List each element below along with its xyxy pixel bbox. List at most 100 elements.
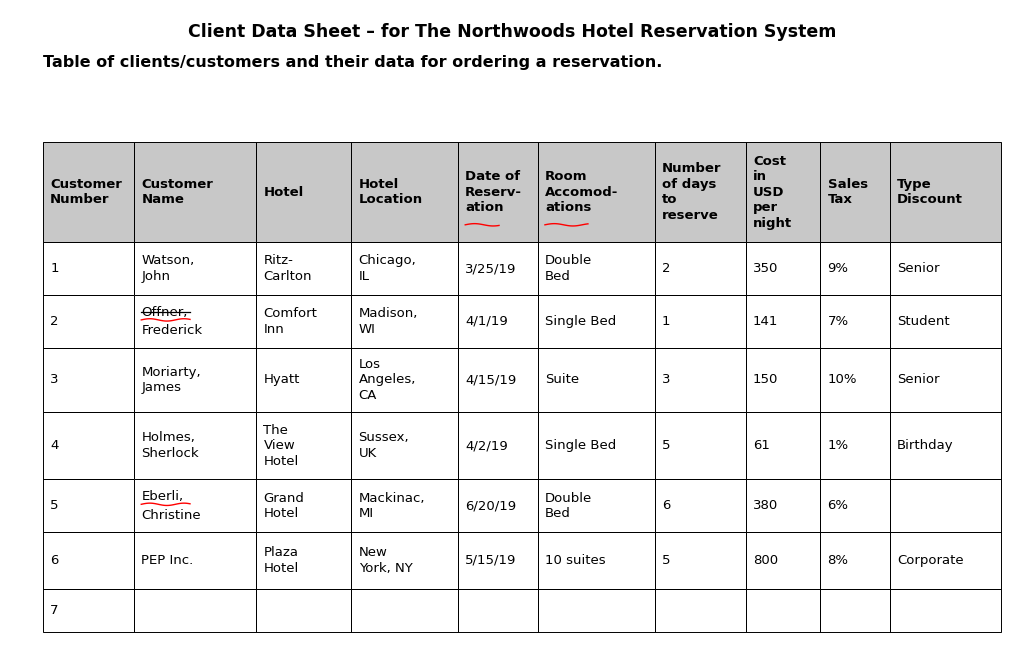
Text: Type
Discount: Type Discount <box>897 178 963 207</box>
Bar <box>351 589 458 632</box>
Text: PEP Inc.: PEP Inc. <box>141 554 194 567</box>
Bar <box>654 295 745 348</box>
Bar <box>820 589 890 632</box>
Text: 2: 2 <box>50 315 58 328</box>
Bar <box>43 142 134 242</box>
Text: Double
Bed: Double Bed <box>545 255 592 283</box>
Bar <box>351 589 458 632</box>
Text: Customer
Name: Customer Name <box>141 178 213 207</box>
Bar <box>538 589 654 632</box>
Bar <box>351 295 458 348</box>
Bar <box>820 479 890 532</box>
Text: 6: 6 <box>50 554 58 567</box>
Bar <box>43 479 134 532</box>
Text: 7: 7 <box>50 604 58 617</box>
Text: Mackinac,
MI: Mackinac, MI <box>358 492 425 520</box>
Text: 9%: 9% <box>827 262 849 275</box>
Bar <box>351 142 458 242</box>
Text: Suite: Suite <box>545 373 579 386</box>
Bar <box>890 479 1001 532</box>
Bar <box>43 348 134 412</box>
Bar <box>256 412 351 479</box>
Bar <box>458 412 538 479</box>
Bar <box>890 589 1001 632</box>
Bar <box>43 412 134 479</box>
Bar <box>890 242 1001 295</box>
Text: 141: 141 <box>753 315 778 328</box>
Bar <box>538 479 654 532</box>
Bar <box>890 295 1001 348</box>
Bar <box>351 532 458 589</box>
Bar <box>820 532 890 589</box>
Bar <box>458 295 538 348</box>
Bar <box>538 412 654 479</box>
Bar <box>256 242 351 295</box>
Bar <box>654 295 745 348</box>
Bar <box>134 479 256 532</box>
Bar <box>134 479 256 532</box>
Bar <box>820 142 890 242</box>
Bar <box>538 348 654 412</box>
Bar <box>538 142 654 242</box>
Bar <box>654 412 745 479</box>
Bar <box>256 479 351 532</box>
Bar <box>43 295 134 348</box>
Bar <box>351 295 458 348</box>
Bar <box>538 412 654 479</box>
Text: Ritz-
Carlton: Ritz- Carlton <box>263 255 312 283</box>
Text: 1: 1 <box>662 315 671 328</box>
Bar <box>134 242 256 295</box>
Text: The
View
Hotel: The View Hotel <box>263 424 299 468</box>
Text: Hotel: Hotel <box>263 186 304 199</box>
Bar <box>820 242 890 295</box>
Bar <box>256 348 351 412</box>
Bar <box>890 348 1001 412</box>
Bar <box>458 532 538 589</box>
Bar <box>351 532 458 589</box>
Text: Sussex,
UK: Sussex, UK <box>358 432 410 460</box>
Text: New
York, NY: New York, NY <box>358 547 413 575</box>
Bar <box>890 412 1001 479</box>
Text: Grand
Hotel: Grand Hotel <box>263 492 304 520</box>
Text: 4/2/19: 4/2/19 <box>465 439 508 452</box>
Text: 1: 1 <box>50 262 58 275</box>
Bar <box>820 242 890 295</box>
Text: Senior: Senior <box>897 373 939 386</box>
Text: 4/1/19: 4/1/19 <box>465 315 508 328</box>
Bar <box>745 532 820 589</box>
Bar <box>134 479 256 532</box>
Bar <box>134 295 256 348</box>
Bar <box>458 348 538 412</box>
Bar <box>256 142 351 242</box>
Bar <box>890 142 1001 242</box>
Bar <box>745 589 820 632</box>
Bar <box>890 348 1001 412</box>
Text: Double
Bed: Double Bed <box>545 492 592 520</box>
Bar <box>890 295 1001 348</box>
Text: Hotel
Location: Hotel Location <box>358 178 423 207</box>
Bar <box>458 142 538 242</box>
Text: 61: 61 <box>753 439 770 452</box>
Bar <box>745 348 820 412</box>
Text: Single Bed: Single Bed <box>545 439 616 452</box>
Text: 5: 5 <box>662 554 671 567</box>
Bar <box>890 532 1001 589</box>
Bar <box>43 532 134 589</box>
Bar <box>820 532 890 589</box>
Text: Madison,
WI: Madison, WI <box>358 307 418 336</box>
Bar <box>538 295 654 348</box>
Bar <box>134 142 256 242</box>
Bar <box>890 142 1001 242</box>
Bar <box>256 295 351 348</box>
Bar <box>654 589 745 632</box>
Bar <box>43 589 134 632</box>
Text: 6: 6 <box>662 499 671 512</box>
Bar <box>538 242 654 295</box>
Text: 380: 380 <box>753 499 778 512</box>
Bar <box>458 589 538 632</box>
Bar <box>458 242 538 295</box>
Text: Student: Student <box>897 315 949 328</box>
Bar <box>890 479 1001 532</box>
Text: 3: 3 <box>50 373 58 386</box>
Bar <box>43 242 134 295</box>
